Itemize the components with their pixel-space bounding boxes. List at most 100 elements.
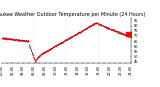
Point — [41, 52, 44, 53]
Point — [12, 38, 14, 40]
Point — [59, 42, 61, 44]
Point — [62, 41, 65, 42]
Point — [39, 54, 42, 55]
Point — [59, 41, 62, 43]
Point — [48, 48, 50, 50]
Point — [84, 28, 87, 29]
Point — [102, 24, 105, 25]
Point — [37, 55, 40, 56]
Point — [61, 41, 64, 43]
Point — [36, 56, 39, 58]
Point — [104, 26, 106, 27]
Point — [73, 35, 76, 36]
Point — [80, 31, 83, 32]
Point — [33, 57, 35, 58]
Point — [105, 26, 107, 27]
Point — [114, 31, 117, 33]
Point — [9, 38, 11, 40]
Point — [8, 38, 10, 39]
Point — [39, 54, 41, 55]
Point — [5, 38, 8, 39]
Point — [88, 26, 91, 27]
Point — [88, 26, 90, 27]
Point — [16, 39, 19, 41]
Point — [124, 34, 127, 36]
Point — [112, 28, 114, 30]
Point — [55, 44, 58, 45]
Point — [56, 44, 58, 45]
Point — [64, 40, 67, 41]
Point — [30, 51, 33, 53]
Point — [81, 30, 84, 32]
Point — [56, 45, 58, 46]
Point — [81, 30, 83, 32]
Point — [41, 51, 44, 53]
Point — [69, 37, 72, 38]
Point — [19, 40, 22, 41]
Point — [40, 54, 42, 55]
Point — [88, 25, 91, 26]
Point — [38, 55, 40, 57]
Point — [7, 37, 9, 39]
Point — [97, 23, 99, 24]
Point — [9, 39, 12, 40]
Point — [70, 36, 73, 37]
Point — [76, 32, 79, 34]
Point — [64, 39, 67, 40]
Point — [77, 31, 79, 33]
Point — [73, 34, 75, 36]
Point — [129, 36, 132, 37]
Point — [50, 48, 52, 49]
Point — [18, 39, 21, 41]
Point — [93, 23, 96, 24]
Point — [57, 43, 59, 45]
Point — [51, 47, 54, 48]
Point — [85, 27, 88, 29]
Point — [38, 55, 40, 56]
Point — [7, 38, 10, 39]
Point — [90, 25, 93, 26]
Point — [80, 30, 82, 31]
Point — [4, 38, 7, 39]
Point — [20, 40, 22, 41]
Point — [8, 38, 10, 40]
Point — [60, 42, 63, 44]
Point — [9, 38, 12, 39]
Point — [96, 23, 99, 24]
Point — [92, 23, 94, 25]
Point — [37, 56, 40, 57]
Point — [64, 39, 67, 40]
Point — [44, 50, 47, 52]
Point — [10, 39, 12, 40]
Point — [11, 39, 13, 40]
Point — [116, 31, 118, 32]
Point — [121, 33, 123, 35]
Point — [115, 31, 117, 32]
Point — [45, 50, 48, 51]
Point — [82, 29, 84, 31]
Point — [41, 54, 43, 56]
Point — [89, 24, 92, 26]
Point — [97, 23, 100, 24]
Point — [72, 34, 75, 36]
Point — [43, 52, 45, 53]
Point — [36, 57, 39, 59]
Point — [127, 34, 129, 36]
Point — [77, 32, 80, 33]
Point — [51, 46, 54, 48]
Point — [64, 41, 66, 42]
Point — [110, 28, 113, 30]
Point — [75, 34, 77, 35]
Point — [81, 29, 84, 30]
Point — [103, 26, 106, 28]
Point — [108, 28, 110, 29]
Point — [109, 29, 111, 30]
Point — [87, 26, 90, 27]
Point — [54, 44, 57, 46]
Point — [34, 61, 37, 62]
Point — [55, 44, 58, 46]
Point — [81, 30, 84, 32]
Point — [47, 50, 49, 52]
Point — [63, 41, 65, 42]
Point — [19, 39, 22, 41]
